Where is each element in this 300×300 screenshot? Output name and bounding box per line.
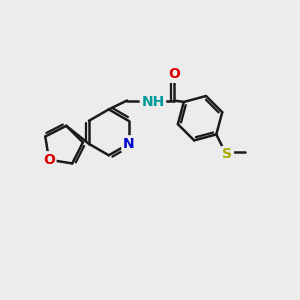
- Text: NH: NH: [141, 95, 165, 109]
- Text: N: N: [123, 137, 134, 151]
- Text: O: O: [43, 153, 55, 167]
- Text: S: S: [223, 148, 232, 161]
- Text: O: O: [168, 67, 180, 81]
